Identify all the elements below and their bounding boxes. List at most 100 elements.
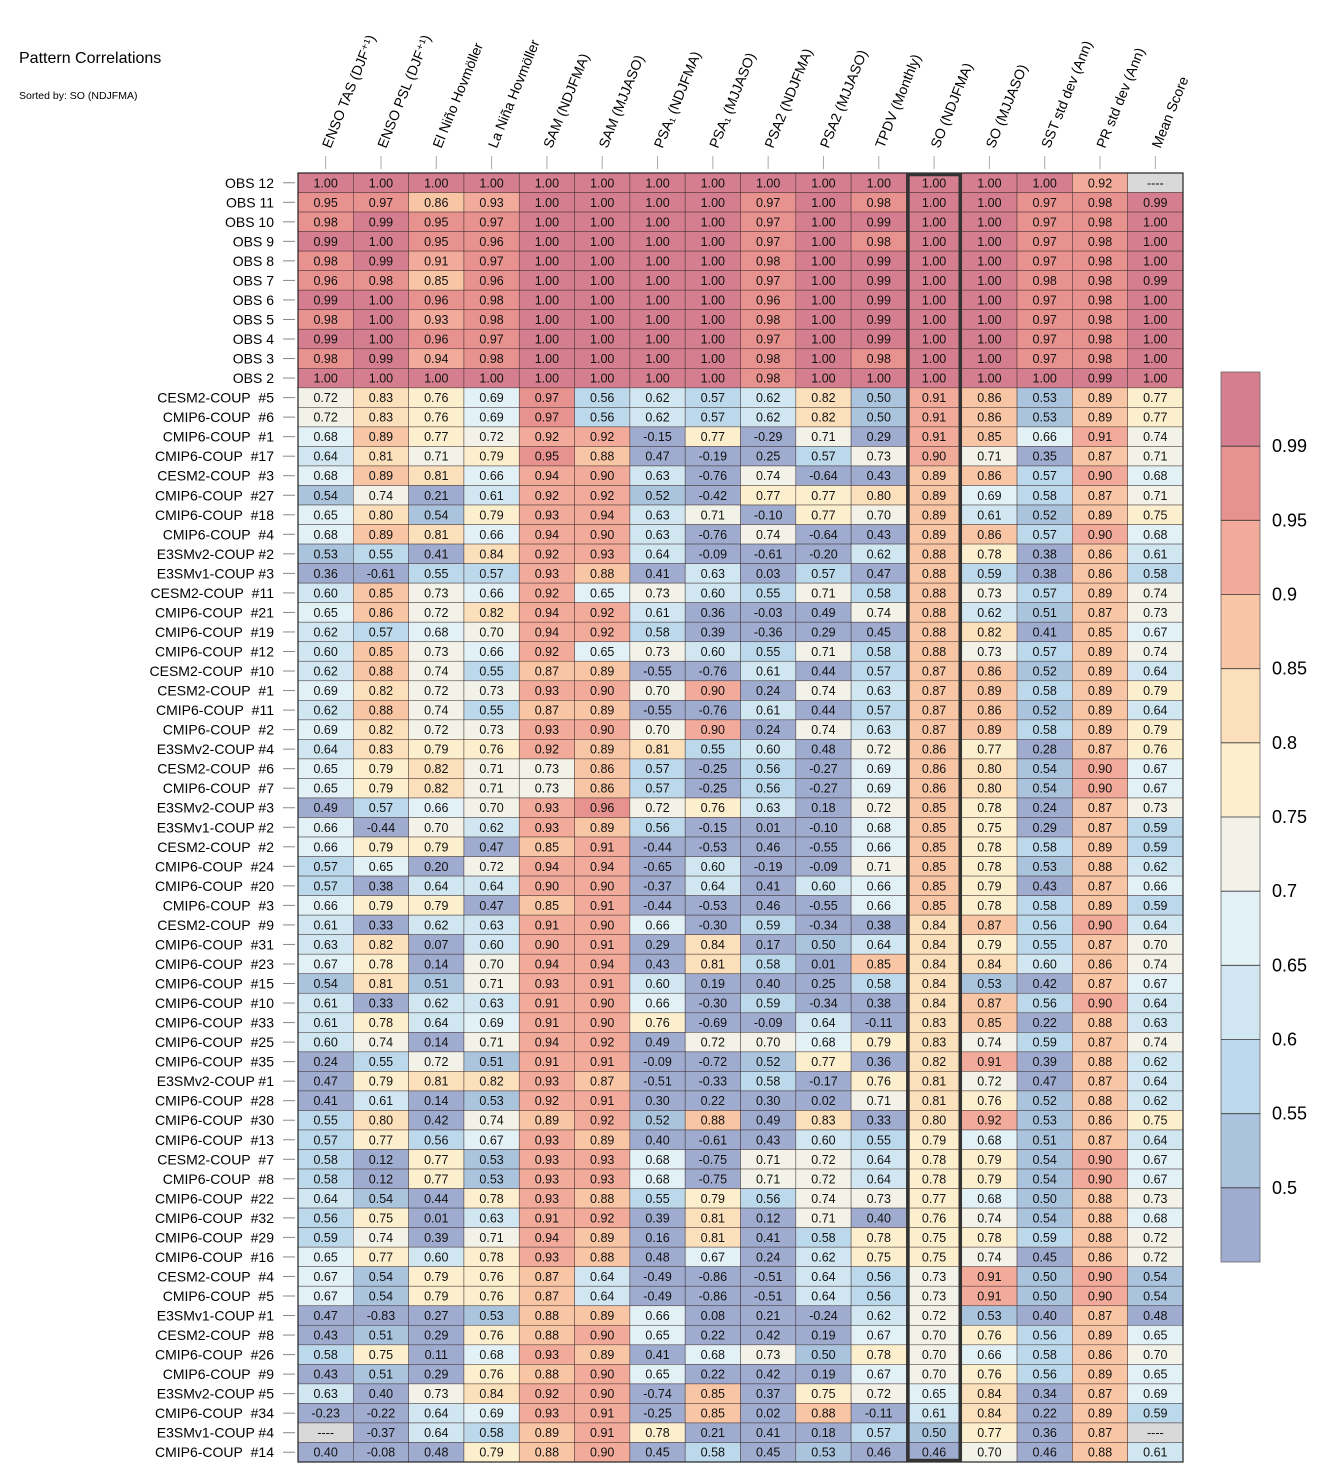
cell-value: 0.89 bbox=[922, 469, 946, 483]
cell-value: 1.00 bbox=[922, 176, 946, 190]
cell-value: 0.99 bbox=[867, 313, 891, 327]
cell-value: 0.99 bbox=[867, 293, 891, 307]
cell-value: 0.93 bbox=[535, 1075, 559, 1089]
colorbar-tick-label: 0.7 bbox=[1272, 881, 1297, 901]
cell-value: 0.98 bbox=[313, 254, 337, 268]
cell-value: 0.91 bbox=[590, 1426, 614, 1440]
cell-value: 0.41 bbox=[756, 1231, 780, 1245]
cell-value: 0.79 bbox=[1143, 723, 1167, 737]
cell-value: 0.74 bbox=[1143, 430, 1167, 444]
cell-value: 0.96 bbox=[479, 235, 503, 249]
row-label: CMIP6-COUP #5 bbox=[163, 1288, 274, 1304]
row-label: E3SMv1-COUP #3 bbox=[157, 565, 274, 581]
cell-value: -0.09 bbox=[809, 860, 838, 874]
row-label: E3SMv1-COUP #1 bbox=[157, 1308, 274, 1324]
cell-value: 0.59 bbox=[977, 567, 1001, 581]
cell-value: -0.55 bbox=[809, 840, 838, 854]
cell-value: 0.90 bbox=[590, 723, 614, 737]
cell-value: 0.88 bbox=[922, 606, 946, 620]
cell-value: 0.91 bbox=[922, 391, 946, 405]
cell-value: 0.98 bbox=[867, 235, 891, 249]
cell-value: 0.74 bbox=[977, 1250, 1001, 1264]
cell-value: 0.77 bbox=[756, 489, 780, 503]
cell-value: 0.84 bbox=[479, 1387, 503, 1401]
cell-value: 1.00 bbox=[701, 352, 725, 366]
cell-value: 0.90 bbox=[701, 684, 725, 698]
cell-value: ---- bbox=[1147, 176, 1164, 190]
cell-value: 0.88 bbox=[1088, 1055, 1112, 1069]
cell-value: 0.77 bbox=[922, 1192, 946, 1206]
grid-frame bbox=[297, 172, 1184, 1463]
cell-value: 0.88 bbox=[1088, 1016, 1112, 1030]
colorbar-swatch bbox=[1221, 594, 1260, 669]
cell-value: 0.99 bbox=[867, 215, 891, 229]
cell-value: 0.82 bbox=[424, 762, 448, 776]
cell-value: 0.88 bbox=[701, 1114, 725, 1128]
cell-value: 0.66 bbox=[645, 997, 669, 1011]
cell-value: 0.55 bbox=[369, 547, 393, 561]
cell-value: 0.90 bbox=[590, 918, 614, 932]
cell-value: 0.79 bbox=[369, 899, 393, 913]
cell-value: 0.56 bbox=[313, 1211, 337, 1225]
cell-value: 0.54 bbox=[369, 1289, 393, 1303]
cell-value: 0.85 bbox=[922, 821, 946, 835]
column-labels: ENSO TAS (DJF⁺¹)ENSO PSL (DJF⁺¹)El Niño … bbox=[319, 32, 1191, 169]
cell-value: 0.90 bbox=[590, 879, 614, 893]
table-row: 0.65 0.80 0.54 0.79 0.93 0.94 0.63 0.71 -0.10 0.7… bbox=[297, 504, 1184, 525]
cell-value: -0.69 bbox=[699, 1016, 728, 1030]
cell-value: 0.98 bbox=[1088, 313, 1112, 327]
cell-value: 1.00 bbox=[369, 333, 393, 347]
cell-value: 0.92 bbox=[535, 645, 559, 659]
cell-value: 0.65 bbox=[645, 1329, 669, 1343]
cell-value: 0.88 bbox=[922, 625, 946, 639]
cell-value: 0.94 bbox=[535, 606, 559, 620]
cell-value: 0.50 bbox=[922, 1426, 946, 1440]
cell-value: 0.74 bbox=[811, 723, 835, 737]
cell-value: -0.55 bbox=[809, 899, 838, 913]
cell-value: 0.93 bbox=[535, 821, 559, 835]
cell-value: 0.57 bbox=[867, 704, 891, 718]
row-label: CMIP6-COUP #24 bbox=[155, 858, 274, 874]
cell-value: 0.62 bbox=[479, 821, 503, 835]
table-row: 0.24 0.55 0.72 0.51 0.91 0.91 -0.09 -0.72 0.52 0.… bbox=[297, 1051, 1184, 1072]
cell-value: 0.64 bbox=[867, 1153, 891, 1167]
cell-value: 0.71 bbox=[1143, 489, 1167, 503]
cell-value: 0.70 bbox=[645, 723, 669, 737]
cell-value: 0.78 bbox=[977, 840, 1001, 854]
cell-value: 0.86 bbox=[1088, 1114, 1112, 1128]
cell-value: 0.51 bbox=[369, 1329, 393, 1343]
cell-value: 0.89 bbox=[1088, 1407, 1112, 1421]
cell-value: 0.76 bbox=[867, 1075, 891, 1089]
cell-value: 0.56 bbox=[1033, 1329, 1057, 1343]
cell-value: 0.91 bbox=[590, 1055, 614, 1069]
cell-value: 0.51 bbox=[479, 1055, 503, 1069]
cell-value: 0.85 bbox=[424, 274, 448, 288]
cell-value: 1.00 bbox=[479, 176, 503, 190]
cell-value: 0.88 bbox=[811, 1407, 835, 1421]
cell-value: 0.28 bbox=[1033, 743, 1057, 757]
cell-value: 0.88 bbox=[1088, 1211, 1112, 1225]
cell-value: 0.73 bbox=[645, 645, 669, 659]
cell-value: -0.75 bbox=[699, 1153, 728, 1167]
cell-value: 0.57 bbox=[701, 411, 725, 425]
cell-value: 1.00 bbox=[922, 274, 946, 288]
cell-value: 0.14 bbox=[424, 957, 448, 971]
cell-value: 0.40 bbox=[645, 1133, 669, 1147]
cell-value: 0.91 bbox=[977, 1289, 1001, 1303]
cell-value: 0.58 bbox=[867, 586, 891, 600]
cell-value: 0.73 bbox=[424, 586, 448, 600]
row-label: CMIP6-COUP #15 bbox=[155, 976, 274, 992]
cell-value: 0.56 bbox=[756, 1192, 780, 1206]
column-label: ENSO TAS (DJF⁺¹) bbox=[319, 32, 379, 150]
row-label: CESM2-COUP #2 bbox=[157, 839, 274, 855]
cell-value: 0.74 bbox=[1143, 586, 1167, 600]
cell-value: 0.74 bbox=[811, 684, 835, 698]
cell-value: 0.64 bbox=[424, 1407, 448, 1421]
cell-value: 0.71 bbox=[811, 645, 835, 659]
cell-value: 0.67 bbox=[479, 1133, 503, 1147]
cell-value: 0.68 bbox=[1143, 469, 1167, 483]
cell-value: 0.89 bbox=[1088, 1368, 1112, 1382]
cell-value: 0.91 bbox=[590, 938, 614, 952]
cell-value: 0.29 bbox=[645, 938, 669, 952]
cell-value: 0.89 bbox=[590, 821, 614, 835]
